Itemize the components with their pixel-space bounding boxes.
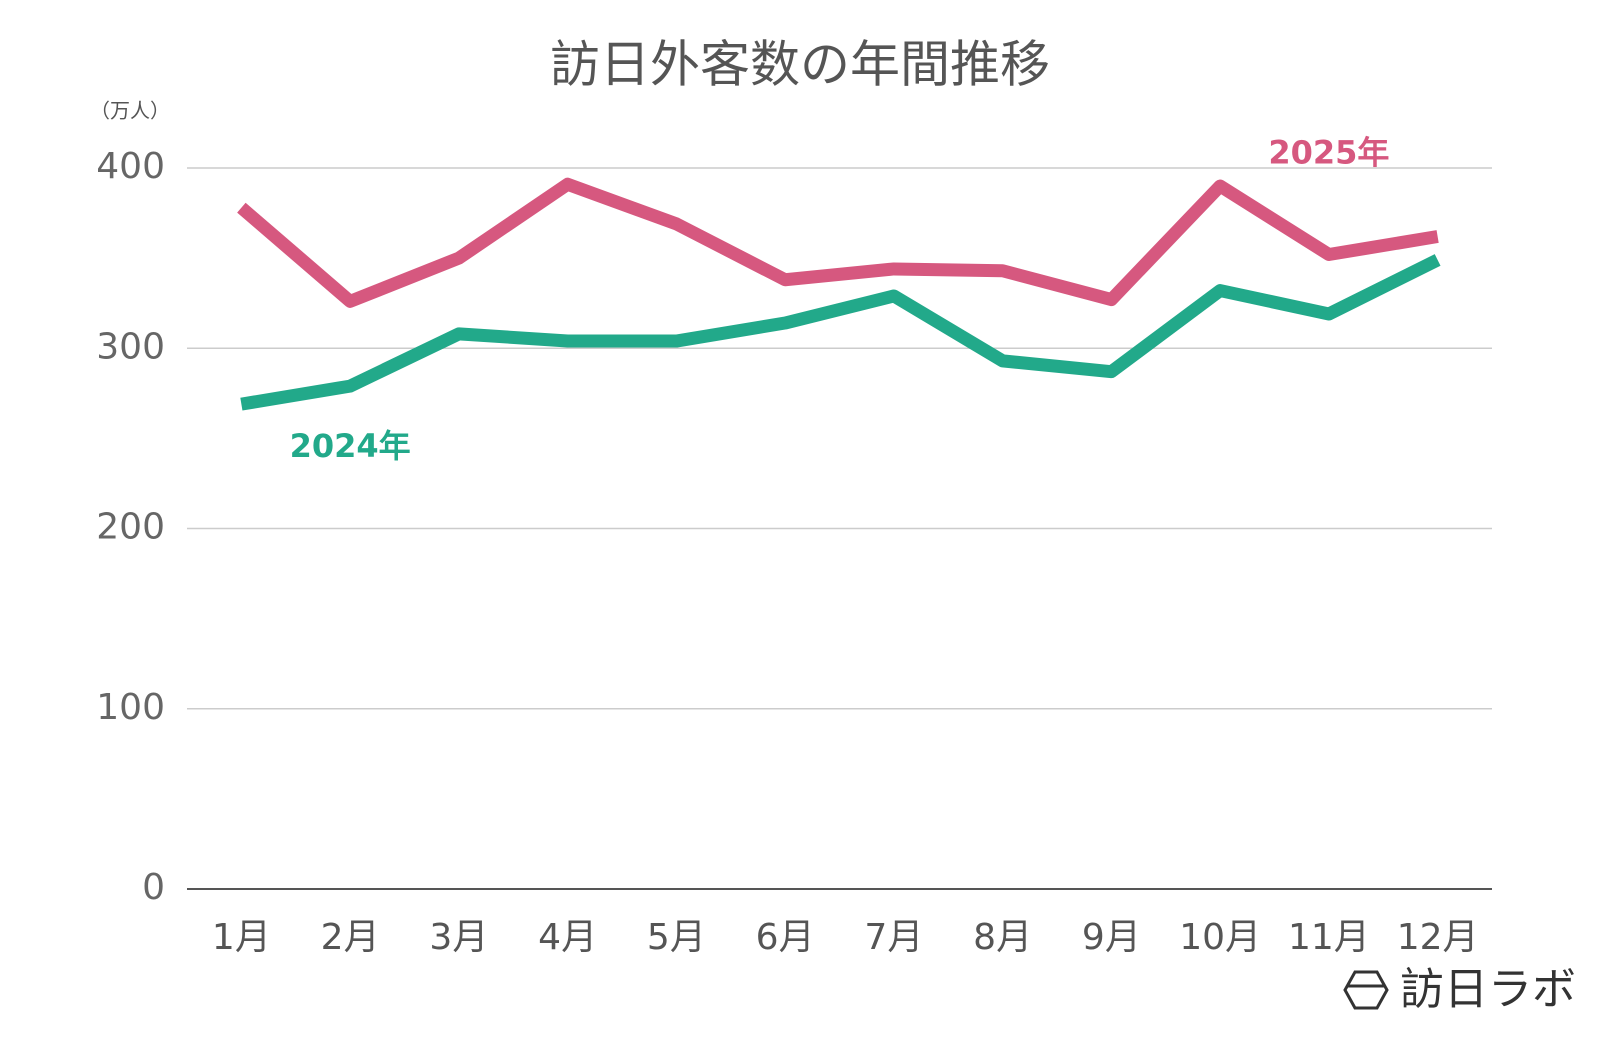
x-tick-label: 10月 bbox=[1179, 917, 1261, 958]
y-tick-label: 300 bbox=[96, 326, 165, 367]
series-label: 2024年 bbox=[290, 427, 411, 465]
series-line bbox=[240, 254, 1441, 411]
x-tick-label: 3月 bbox=[429, 917, 488, 958]
y-tick-label: 200 bbox=[96, 507, 165, 548]
x-tick-label: 2月 bbox=[321, 917, 380, 958]
x-tick-label: 9月 bbox=[1082, 917, 1141, 958]
x-tick-label: 5月 bbox=[647, 917, 706, 958]
y-tick-label: 400 bbox=[96, 146, 165, 187]
chart-title: 訪日外客数の年間推移 bbox=[550, 36, 1050, 94]
x-tick-label: 8月 bbox=[973, 917, 1032, 958]
x-tick-label: 1月 bbox=[212, 917, 271, 958]
x-tick-label: 11月 bbox=[1288, 917, 1370, 958]
x-tick-label: 12月 bbox=[1397, 917, 1479, 958]
series-line bbox=[237, 177, 1439, 308]
logo: 訪日ラボ bbox=[1343, 964, 1576, 1015]
y-tick-label: 0 bbox=[142, 867, 165, 908]
logo-icon bbox=[1343, 970, 1389, 1010]
x-tick-label: 7月 bbox=[864, 917, 923, 958]
x-tick-label: 4月 bbox=[538, 917, 597, 958]
series-label: 2025年 bbox=[1268, 134, 1389, 172]
y-tick-label: 100 bbox=[96, 687, 165, 728]
logo-text: 訪日ラボ bbox=[1400, 964, 1576, 1015]
y-unit: （万人） bbox=[90, 99, 170, 123]
x-tick-label: 6月 bbox=[756, 917, 815, 958]
